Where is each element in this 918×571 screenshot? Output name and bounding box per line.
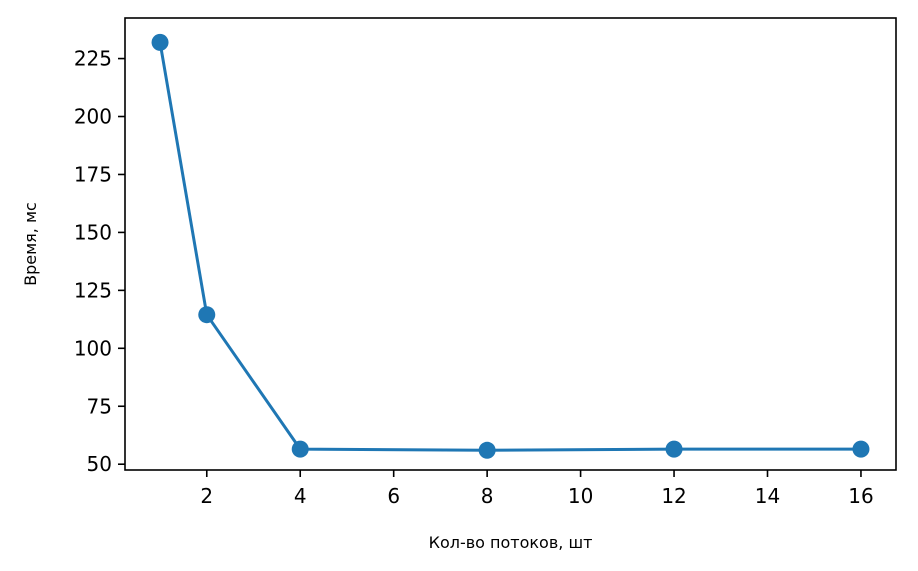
plot-frame <box>124 17 897 471</box>
data-point <box>151 33 169 51</box>
y-axis-label: Время, мс <box>21 202 40 286</box>
x-axis-ticks: 2 4 6 8 10 12 14 16 <box>200 470 874 508</box>
data-point <box>478 441 496 459</box>
x-tick-label: 16 <box>848 484 873 508</box>
y-tick-label: 150 <box>74 220 112 244</box>
y-tick-label: 50 <box>87 452 112 476</box>
y-tick-label: 100 <box>74 336 112 360</box>
y-axis-ticks: 50 75 100 125 150 175 200 225 <box>74 47 125 476</box>
data-point <box>665 440 683 458</box>
x-tick-label: 4 <box>294 484 307 508</box>
data-point <box>291 440 309 458</box>
x-tick-label: 6 <box>387 484 400 508</box>
y-tick-label: 125 <box>74 278 112 302</box>
x-tick-label: 8 <box>481 484 494 508</box>
x-tick-label: 14 <box>755 484 780 508</box>
series-line <box>158 42 861 452</box>
series-layer <box>151 33 870 459</box>
y-tick-label: 200 <box>74 105 112 129</box>
y-tick-label: 75 <box>87 394 112 418</box>
y-tick-label: 225 <box>74 47 112 71</box>
data-point <box>852 440 870 458</box>
x-tick-label: 2 <box>200 484 213 508</box>
x-tick-label: 10 <box>568 484 593 508</box>
x-axis-label: Кол-во потоков, шт <box>429 533 593 552</box>
x-tick-label: 12 <box>661 484 686 508</box>
data-point <box>198 306 216 324</box>
y-tick-label: 175 <box>74 162 112 186</box>
